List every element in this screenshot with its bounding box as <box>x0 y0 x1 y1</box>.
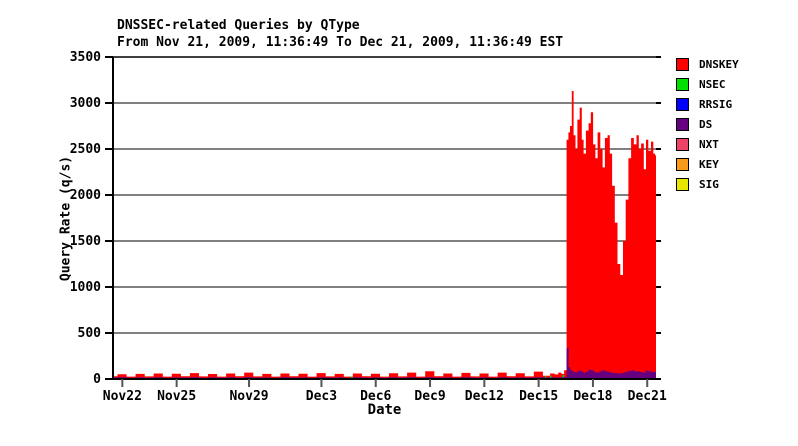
y-tick-label-1000: 1000 <box>70 280 101 295</box>
legend: DNSKEY NSEC RRSIG DS NXT KEY SIG <box>676 58 739 198</box>
x-tick-label-Dec9: Dec9 <box>414 389 445 404</box>
x-axis-label: Date <box>367 402 402 418</box>
x-tick-label-Dec3: Dec3 <box>306 389 337 404</box>
nsec-swatch-icon <box>676 78 689 91</box>
legend-label: DS <box>699 118 713 131</box>
legend-item-nsec: NSEC <box>676 78 739 91</box>
x-tick-label-Nov25: Nov25 <box>157 389 196 404</box>
legend-label: NSEC <box>699 78 726 91</box>
area-ds <box>113 347 656 379</box>
ds-swatch-icon <box>676 118 689 131</box>
sig-swatch-icon <box>676 178 689 191</box>
legend-label: SIG <box>699 178 719 191</box>
x-tick-label-Dec6: Dec6 <box>360 389 391 404</box>
x-tick-label-Nov29: Nov29 <box>229 389 268 404</box>
legend-item-nxt: NXT <box>676 138 739 151</box>
x-tick-label-Nov22: Nov22 <box>103 389 142 404</box>
legend-item-key: KEY <box>676 158 739 171</box>
nxt-swatch-icon <box>676 138 689 151</box>
y-tick-label-3000: 3000 <box>70 96 101 111</box>
key-swatch-icon <box>676 158 689 171</box>
y-tick-label-2000: 2000 <box>70 188 101 203</box>
legend-item-sig: SIG <box>676 178 739 191</box>
legend-item-ds: DS <box>676 118 739 131</box>
legend-label: DNSKEY <box>699 58 739 71</box>
y-tick-label-0: 0 <box>93 372 101 387</box>
legend-label: NXT <box>699 138 719 151</box>
chart-title: DNSSEC-related Queries by QType <box>117 18 360 33</box>
chart-subtitle: From Nov 21, 2009, 11:36:49 To Dec 21, 2… <box>117 35 564 50</box>
dnskey-swatch-icon <box>676 58 689 71</box>
legend-label: RRSIG <box>699 98 733 111</box>
y-tick-label-500: 500 <box>78 326 102 341</box>
legend-item-dnskey: DNSKEY <box>676 58 739 71</box>
area-dnskey <box>113 91 656 379</box>
legend-item-rrsig: RRSIG <box>676 98 739 111</box>
x-tick-label-Dec18: Dec18 <box>573 389 612 404</box>
legend-label: KEY <box>699 158 719 171</box>
rrsig-swatch-icon <box>676 98 689 111</box>
y-tick-label-3500: 3500 <box>70 50 101 65</box>
x-tick-label-Dec15: Dec15 <box>519 389 558 404</box>
y-tick-label-1500: 1500 <box>70 234 101 249</box>
y-tick-label-2500: 2500 <box>70 142 101 157</box>
x-tick-label-Dec12: Dec12 <box>465 389 504 404</box>
x-tick-label-Dec21: Dec21 <box>628 389 667 404</box>
